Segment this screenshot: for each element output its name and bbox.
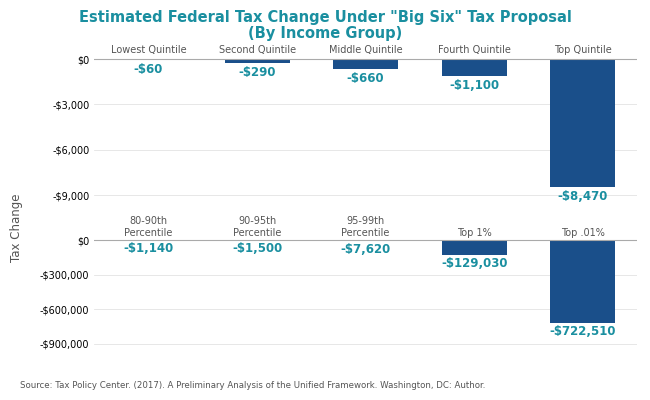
Text: (By Income Group): (By Income Group) [248, 26, 402, 41]
Text: Fourth Quintile: Fourth Quintile [437, 45, 511, 55]
Text: -$290: -$290 [239, 66, 276, 80]
Text: Lowest Quintile: Lowest Quintile [111, 45, 187, 55]
Text: Second Quintile: Second Quintile [218, 45, 296, 55]
Text: -$1,140: -$1,140 [124, 242, 174, 255]
Text: -$1,500: -$1,500 [232, 242, 282, 255]
Bar [441, 59, 507, 76]
Text: Top Quintile: Top Quintile [554, 45, 612, 55]
Text: 80-90th
Percentile: 80-90th Percentile [124, 216, 173, 238]
Text: Top .01%: Top .01% [561, 228, 605, 238]
Bar [333, 240, 398, 241]
Bar [333, 59, 398, 69]
Text: Tax Change: Tax Change [10, 194, 23, 262]
Text: -$8,470: -$8,470 [558, 190, 608, 203]
Bar [224, 59, 290, 64]
Text: Top 1%: Top 1% [457, 228, 491, 238]
Text: -$129,030: -$129,030 [441, 257, 508, 270]
Bar [441, 240, 507, 255]
Bar [116, 59, 181, 60]
Bar [550, 59, 616, 187]
Text: 90-95th
Percentile: 90-95th Percentile [233, 216, 281, 238]
Text: -$1,100: -$1,100 [449, 79, 499, 92]
Text: -$60: -$60 [134, 63, 163, 76]
Text: -$7,620: -$7,620 [341, 243, 391, 256]
Text: -$722,510: -$722,510 [549, 325, 616, 338]
Text: -$660: -$660 [347, 72, 384, 85]
Bar [550, 240, 616, 323]
Text: Estimated Federal Tax Change Under "Big Six" Tax Proposal: Estimated Federal Tax Change Under "Big … [79, 10, 571, 25]
Text: 95-99th
Percentile: 95-99th Percentile [341, 216, 390, 238]
Text: Source: Tax Policy Center. (2017). A Preliminary Analysis of the Unified Framewo: Source: Tax Policy Center. (2017). A Pre… [20, 381, 485, 390]
Text: Middle Quintile: Middle Quintile [329, 45, 402, 55]
